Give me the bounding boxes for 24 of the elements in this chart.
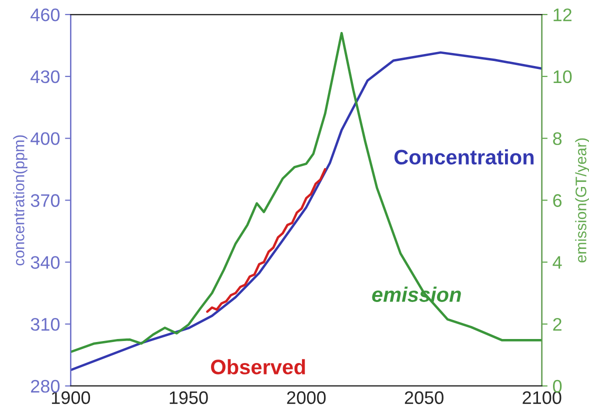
x-tick-label: 2000 bbox=[287, 391, 326, 404]
y-tick-label: 370 bbox=[30, 194, 60, 207]
x-tick-label: 2100 bbox=[522, 391, 562, 404]
y2-tick-label: 4 bbox=[552, 256, 562, 269]
y2-axis-title: emission(GT/year) bbox=[575, 138, 589, 262]
y-tick-label: 400 bbox=[30, 132, 60, 146]
y2-tick-label: 2 bbox=[553, 318, 562, 331]
x-tick-label: 1950 bbox=[170, 391, 208, 404]
y-axis-title: concentration(ppm) bbox=[13, 135, 28, 266]
y-tick-label: 430 bbox=[30, 70, 60, 84]
y-tick-label: 340 bbox=[30, 256, 60, 269]
text: Concentration bbox=[394, 149, 534, 165]
text: Observed bbox=[211, 359, 305, 374]
line-series bbox=[206, 168, 326, 313]
x-tick-label: 1900 bbox=[52, 391, 90, 404]
y-tick-label: 280 bbox=[31, 380, 60, 393]
y2-tick-label: 0 bbox=[553, 380, 562, 393]
y2-tick-label: 8 bbox=[553, 132, 562, 146]
y2-tick-label: 6 bbox=[553, 194, 562, 207]
y2-tick-label: 12 bbox=[554, 8, 572, 22]
y-tick-label: 460 bbox=[30, 8, 60, 22]
x-tick-label: 2050 bbox=[404, 391, 444, 404]
y2-tick-label: 10 bbox=[554, 70, 572, 84]
y-tick-label: 310 bbox=[30, 318, 60, 331]
